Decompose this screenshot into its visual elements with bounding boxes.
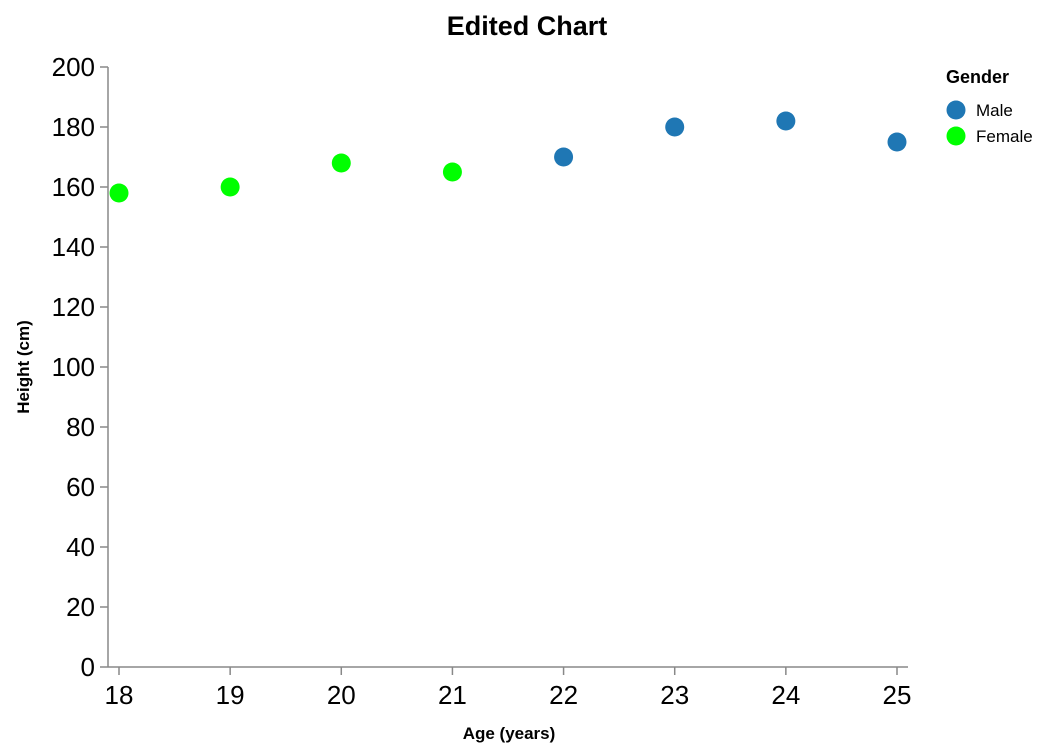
x-tick-label: 22 — [549, 680, 578, 710]
x-tick-label: 25 — [883, 680, 912, 710]
y-tick-label: 60 — [66, 472, 95, 502]
data-point-male — [776, 111, 796, 131]
y-tick-label: 200 — [52, 52, 95, 82]
legend-title: Gender — [946, 67, 1009, 87]
x-tick-label: 21 — [438, 680, 467, 710]
y-axis-title: Height (cm) — [14, 320, 33, 414]
x-tick-label: 24 — [771, 680, 800, 710]
data-point-male — [887, 132, 907, 152]
y-tick-label: 80 — [66, 412, 95, 442]
y-tick-label: 20 — [66, 592, 95, 622]
chart-title: Edited Chart — [447, 11, 608, 41]
y-tick-label: 100 — [52, 352, 95, 382]
data-point-male — [554, 147, 574, 167]
x-axis: 18 19 20 21 22 23 24 25 — [105, 666, 912, 710]
y-tick-label: 0 — [81, 652, 95, 682]
x-axis-title: Age (years) — [463, 724, 556, 743]
data-points — [109, 111, 907, 203]
x-tick-label: 23 — [660, 680, 689, 710]
y-tick-label: 180 — [52, 112, 95, 142]
y-tick-label: 120 — [52, 292, 95, 322]
data-point-female — [109, 183, 129, 203]
x-tick-label: 20 — [327, 680, 356, 710]
data-point-female — [220, 177, 240, 197]
y-tick-label: 40 — [66, 532, 95, 562]
y-tick-label: 160 — [52, 172, 95, 202]
y-tick-label: 140 — [52, 232, 95, 262]
legend-swatch-female — [946, 126, 966, 146]
data-point-female — [442, 162, 462, 182]
y-axis: 0 20 40 60 80 100 120 140 160 180 200 — [52, 52, 109, 682]
data-point-male — [665, 117, 685, 137]
x-tick-label: 19 — [216, 680, 245, 710]
legend-label-female: Female — [976, 127, 1033, 146]
legend-swatch-male — [946, 100, 966, 120]
legend-label-male: Male — [976, 101, 1013, 120]
data-point-female — [331, 153, 351, 173]
legend: Gender Male Female — [946, 67, 1033, 146]
x-tick-label: 18 — [105, 680, 134, 710]
